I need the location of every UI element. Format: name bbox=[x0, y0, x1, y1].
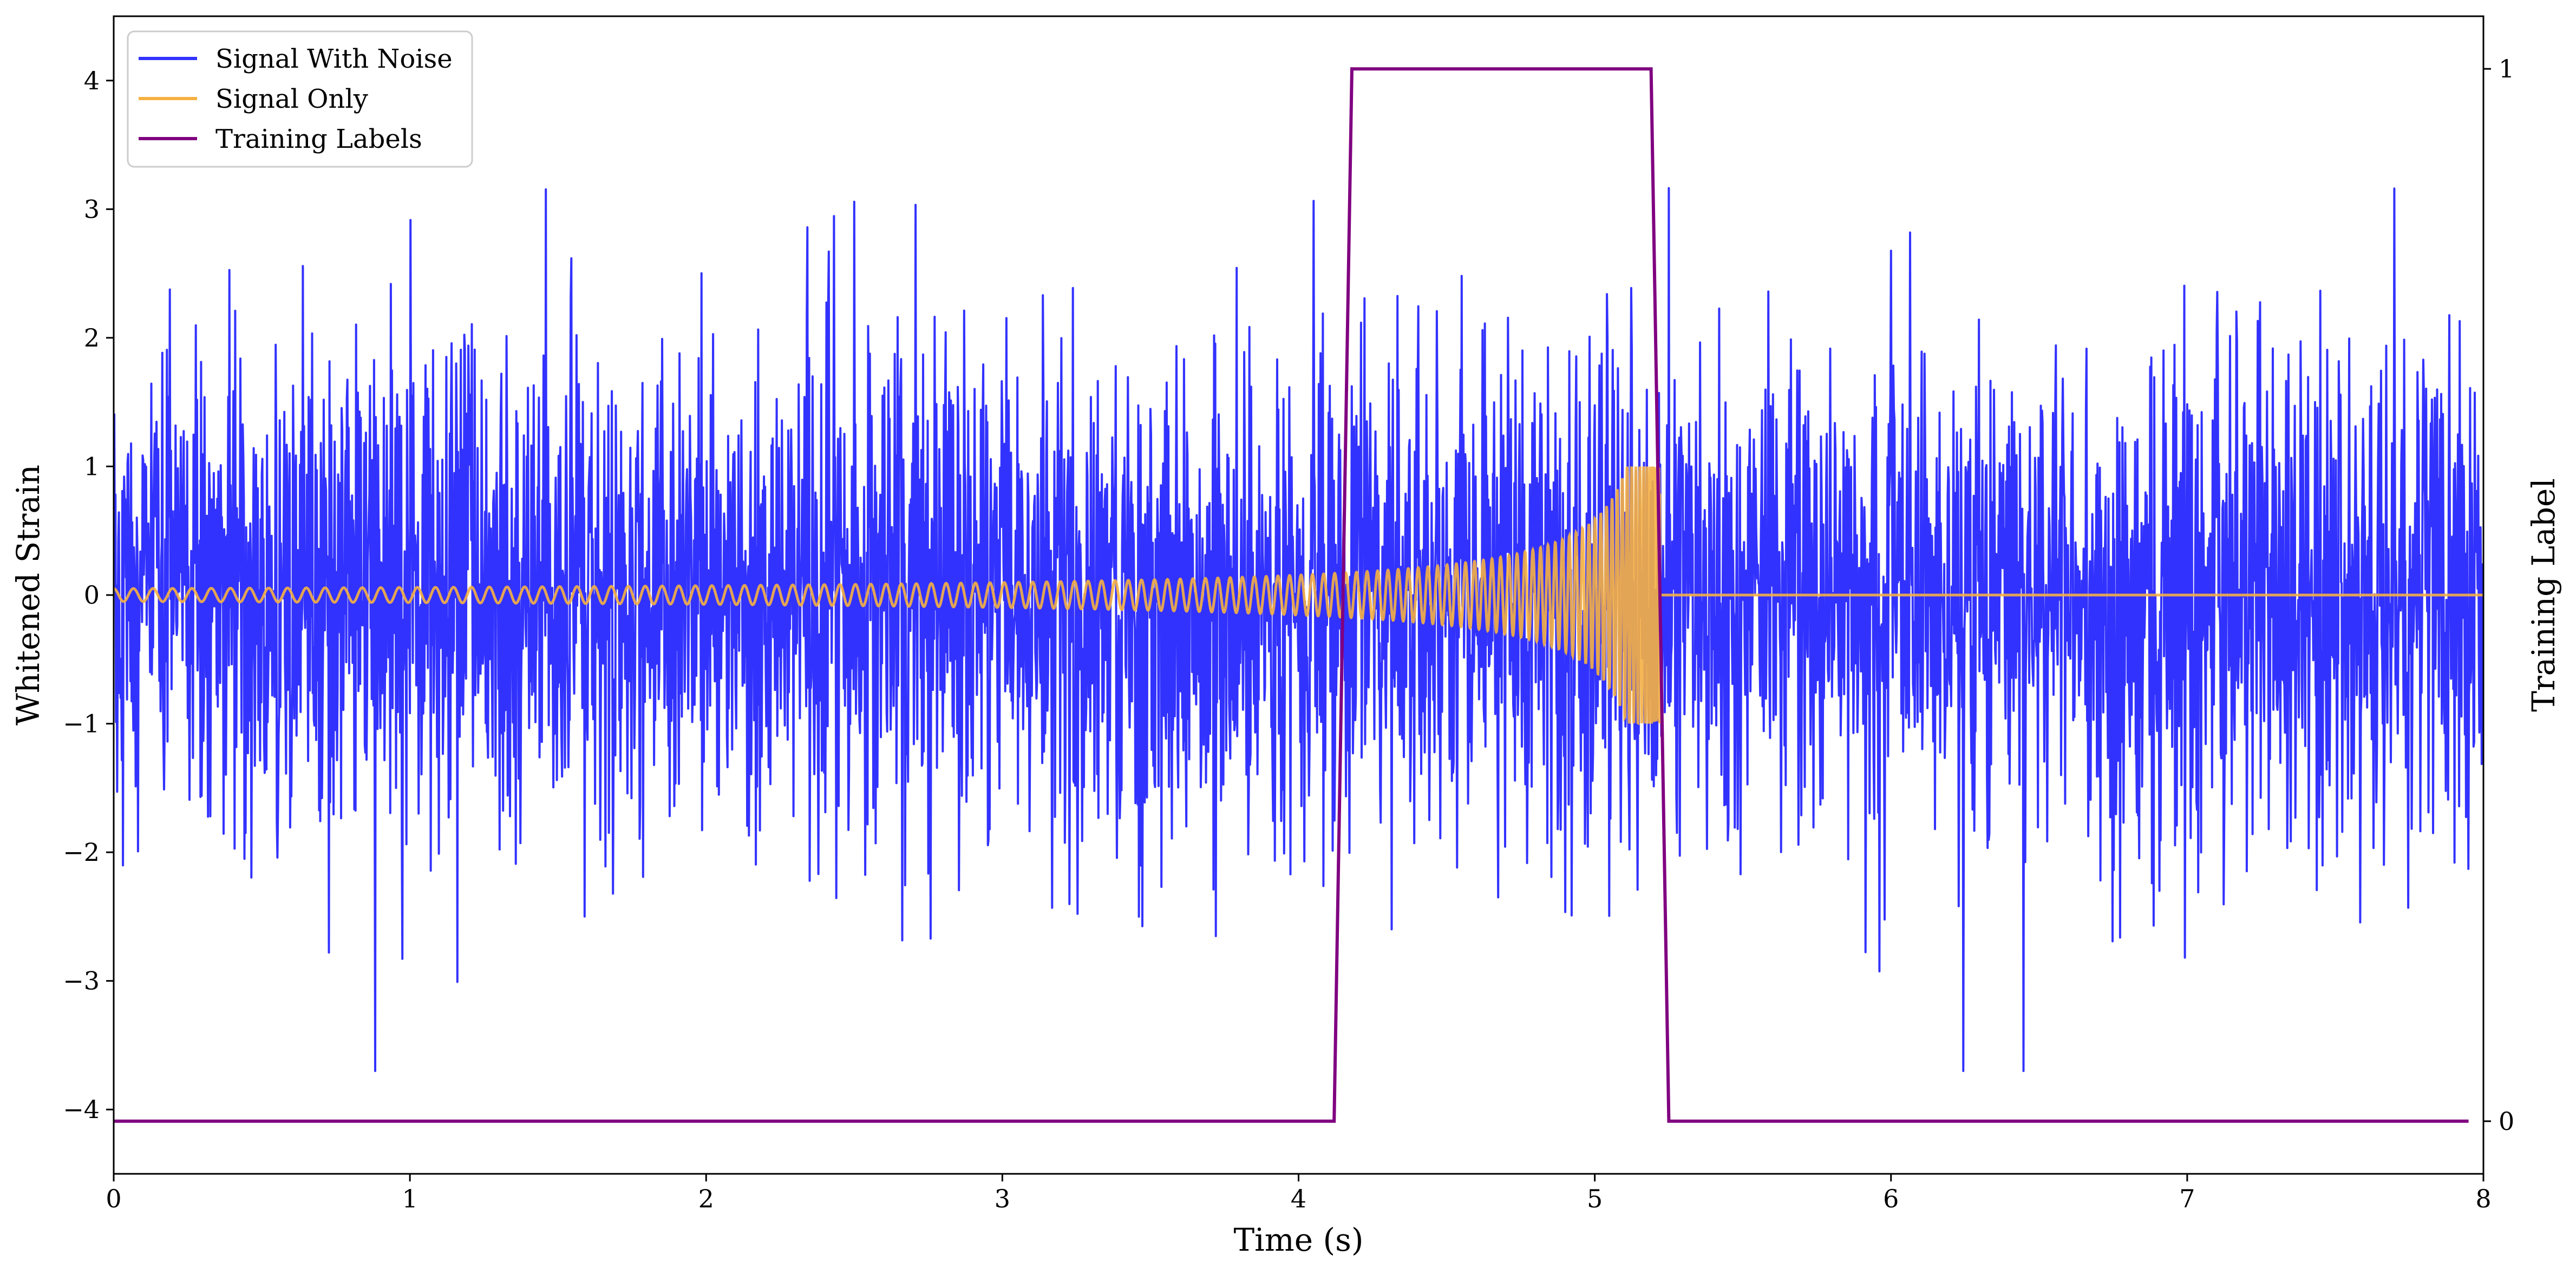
x-tick-label: 2 bbox=[698, 1184, 714, 1213]
axes: 0 1 2 3 4 5 6 7 8 −4 −3 −2 −1 0 1 2 3 4 0 1 Time (s) Whitened… bbox=[10, 15, 2562, 1258]
series-signal-only bbox=[114, 466, 2483, 726]
legend-label: Signal Only bbox=[215, 84, 368, 114]
legend-label: Training Labels bbox=[215, 124, 422, 154]
legend: Signal With Noise Signal Only Training Lab… bbox=[127, 30, 473, 168]
y-tick-label: 1 bbox=[84, 452, 100, 481]
y2-axis-label: Training Label bbox=[2525, 478, 2562, 711]
x-tick-label: 4 bbox=[1291, 1184, 1306, 1213]
x-tick-label: 6 bbox=[1883, 1184, 1899, 1213]
x-tick-label: 7 bbox=[2179, 1184, 2195, 1213]
legend-box bbox=[127, 30, 473, 168]
series-training-labels bbox=[114, 67, 2469, 1123]
y-tick-label: 0 bbox=[84, 580, 100, 610]
x-tick-label: 0 bbox=[106, 1184, 121, 1213]
y-tick-label: −3 bbox=[63, 966, 100, 996]
y2-tick-label: 0 bbox=[2499, 1107, 2514, 1136]
x-tick-label: 5 bbox=[1587, 1184, 1603, 1213]
y-tick-label: −1 bbox=[63, 709, 100, 739]
x-tick-label: 3 bbox=[995, 1184, 1010, 1213]
y-tick-label: −2 bbox=[63, 838, 100, 867]
y2-tick-label: 1 bbox=[2499, 54, 2514, 83]
x-axis-label: Time (s) bbox=[1233, 1221, 1363, 1258]
y-tick-label: 2 bbox=[84, 323, 100, 352]
series-signal-with-noise-group bbox=[114, 187, 2483, 1072]
x-tick-label: 8 bbox=[2475, 1184, 2491, 1213]
plot-area bbox=[114, 67, 2483, 1123]
series-signal-with-noise bbox=[114, 187, 2483, 1072]
y-axis-label: Whitened Strain bbox=[10, 465, 47, 726]
y-tick-label: 3 bbox=[84, 194, 100, 224]
legend-label: Signal With Noise bbox=[215, 44, 453, 74]
series-signal-only-group bbox=[114, 466, 2483, 726]
x-tick-label: 1 bbox=[402, 1184, 417, 1213]
y-tick-label: −4 bbox=[63, 1095, 100, 1124]
y-tick-label: 4 bbox=[84, 66, 100, 95]
